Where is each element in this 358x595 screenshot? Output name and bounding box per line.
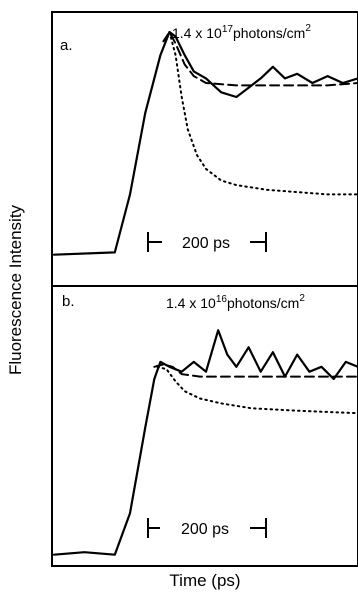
panel-a-dotted-curve xyxy=(168,31,358,196)
panel-b-fluence-exp: 16 xyxy=(216,294,228,305)
panel-a-fluence: 1.4 x 1017photons/cm2 xyxy=(172,23,311,41)
y-axis-label: Fluorescence Intensity xyxy=(6,204,25,375)
panel-b-curves xyxy=(52,329,358,556)
panel-a-fluence-unit: photons/cm xyxy=(233,25,305,41)
panel-a-fluence-base: 1.4 x 10 xyxy=(172,25,222,41)
panel-b-scale-bar-label: 200 ps xyxy=(181,521,229,538)
panel-b-dotted-curve xyxy=(156,365,358,415)
panel-a-label: a. xyxy=(60,37,73,54)
panel-a-scale-bar: 200 ps xyxy=(147,232,267,252)
panel-b-frame xyxy=(51,285,358,567)
panel-b-solid-curve xyxy=(52,329,358,556)
panel-b-fluence-unit-exp: 2 xyxy=(299,293,305,304)
panel-b-fluence-base: 1.4 x 10 xyxy=(166,295,216,311)
panel-b: b. 1.4 x 1016photons/cm2 200 ps xyxy=(51,285,358,567)
x-axis-label: Time (ps) xyxy=(169,571,240,590)
panel-b-fluence-unit: photons/cm xyxy=(227,295,299,311)
panel-a-dashed-curve xyxy=(162,31,358,87)
panel-a: a. 1.4 x 1017photons/cm2 200 ps xyxy=(51,11,358,287)
panel-a-fluence-unit-exp: 2 xyxy=(305,23,311,34)
panel-b-scale-bar: 200 ps xyxy=(147,518,267,538)
panel-a-fluence-exp: 17 xyxy=(222,24,234,35)
panel-a-solid-curve xyxy=(52,30,358,256)
panel-b-label: b. xyxy=(62,293,75,310)
panel-a-scale-bar-label: 200 ps xyxy=(182,235,230,252)
panel-b-fluence: 1.4 x 1016photons/cm2 xyxy=(166,293,305,311)
panel-a-curves xyxy=(52,30,358,256)
